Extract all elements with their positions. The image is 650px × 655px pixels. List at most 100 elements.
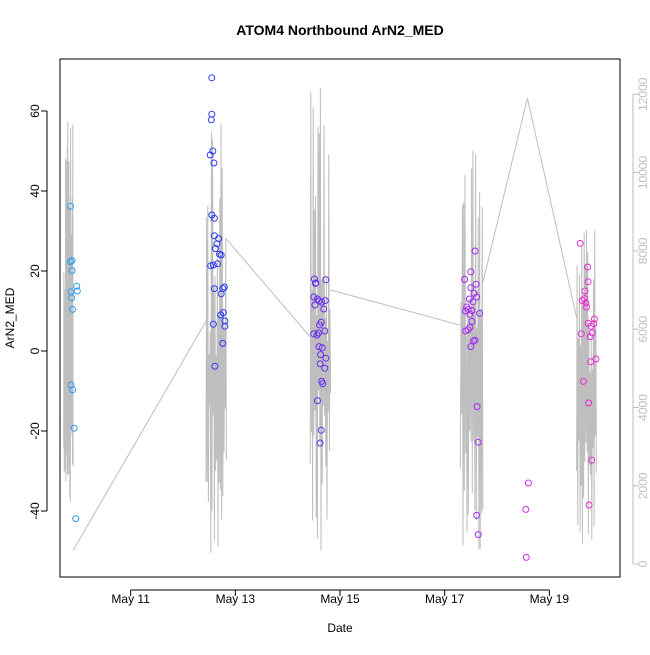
- data-point: [577, 330, 585, 338]
- y-axis-label: ArN2_MED: [3, 287, 17, 348]
- data-point: [522, 505, 530, 513]
- data-point: [208, 74, 216, 82]
- data-point: [588, 329, 596, 337]
- data-point: [461, 275, 469, 283]
- data-point: [322, 276, 330, 284]
- x-tick-label: May 19: [530, 592, 570, 606]
- data-point: [315, 343, 323, 351]
- line-connector: [72, 321, 207, 551]
- data-point: [217, 311, 225, 319]
- x-tick-label: May 17: [425, 592, 465, 606]
- data-point: [210, 214, 218, 222]
- data-point: [310, 330, 318, 338]
- data-point: [321, 297, 329, 305]
- data-point: [210, 232, 218, 240]
- data-point: [582, 299, 590, 307]
- chart-title: ATOM4 Northbound ArN2_MED: [236, 22, 443, 38]
- data-point: [585, 399, 593, 407]
- y-tick-label: -40: [28, 502, 42, 520]
- data-point: [320, 305, 328, 313]
- data-point: [220, 283, 228, 291]
- y2-tick-label: 2000: [636, 472, 650, 499]
- y-tick-label: 20: [28, 264, 42, 278]
- data-point: [321, 364, 329, 372]
- line-burst: [576, 230, 597, 544]
- data-point: [469, 298, 477, 306]
- data-point: [586, 333, 594, 341]
- data-point: [470, 337, 477, 345]
- data-point: [310, 293, 318, 301]
- x-tick-label: May 11: [111, 592, 150, 606]
- data-point: [210, 285, 218, 293]
- data-point: [73, 282, 81, 290]
- data-point: [468, 317, 476, 325]
- data-point: [310, 275, 318, 283]
- y-tick-label: -20: [28, 422, 42, 440]
- data-point: [467, 268, 475, 276]
- data-point: [579, 377, 587, 385]
- line-burst: [459, 150, 484, 550]
- data-point: [464, 326, 472, 334]
- data-point: [316, 439, 324, 447]
- data-point: [474, 438, 482, 446]
- data-point: [72, 515, 80, 523]
- data-point: [221, 322, 229, 330]
- data-point: [313, 331, 321, 339]
- axes-layer: May 11 May 13 May 15 May 17 May 19 -40 -20 0 20 4…: [28, 77, 650, 606]
- data-point: [209, 261, 217, 269]
- x-axis-label: Date: [327, 621, 353, 635]
- data-point: [210, 159, 218, 167]
- data-point: [468, 307, 476, 315]
- plot-frame: [59, 58, 621, 578]
- data-point: [209, 320, 217, 328]
- data-point: [316, 360, 324, 368]
- data-point: [590, 315, 598, 323]
- data-point: [472, 280, 480, 288]
- x-tick-label: May 15: [320, 592, 360, 606]
- data-point: [217, 251, 225, 259]
- data-point: [474, 531, 482, 539]
- y-tick-label: 40: [28, 184, 42, 198]
- y2-tick-label: 4000: [636, 394, 650, 421]
- data-point: [583, 303, 590, 311]
- data-point: [524, 479, 532, 487]
- data-point: [73, 287, 81, 295]
- data-point: [590, 320, 598, 328]
- data-point: [584, 263, 592, 271]
- data-points-layer: [67, 74, 600, 561]
- data-point: [592, 355, 600, 363]
- data-point: [211, 362, 219, 370]
- line-connector: [226, 238, 311, 338]
- data-point: [67, 202, 74, 210]
- data-point: [587, 358, 595, 366]
- data-point: [584, 278, 592, 286]
- y2-tick-label: 12000: [636, 77, 650, 111]
- y-tick-label: 0: [28, 347, 42, 354]
- data-point: [473, 293, 481, 301]
- data-point: [70, 424, 78, 432]
- data-point: [476, 309, 484, 317]
- data-point: [318, 344, 326, 352]
- data-point: [315, 329, 322, 337]
- right-axis-line-layer: [63, 87, 597, 554]
- data-point: [467, 343, 475, 351]
- data-point: [214, 260, 221, 268]
- data-point: [213, 240, 221, 248]
- data-point: [67, 258, 74, 266]
- data-point: [69, 305, 77, 313]
- data-point: [578, 297, 586, 305]
- data-point: [463, 303, 471, 311]
- line-burst: [205, 123, 227, 554]
- y2-tick-label: 10000: [636, 156, 650, 190]
- data-point: [322, 354, 330, 362]
- line-connector: [330, 289, 461, 326]
- data-point: [68, 267, 76, 275]
- data-point: [321, 327, 329, 335]
- data-point: [466, 310, 474, 318]
- data-point: [211, 245, 219, 253]
- data-point: [318, 298, 326, 306]
- x-tick-label: May 13: [216, 592, 256, 606]
- data-point: [207, 116, 215, 124]
- line-burst: [309, 87, 332, 551]
